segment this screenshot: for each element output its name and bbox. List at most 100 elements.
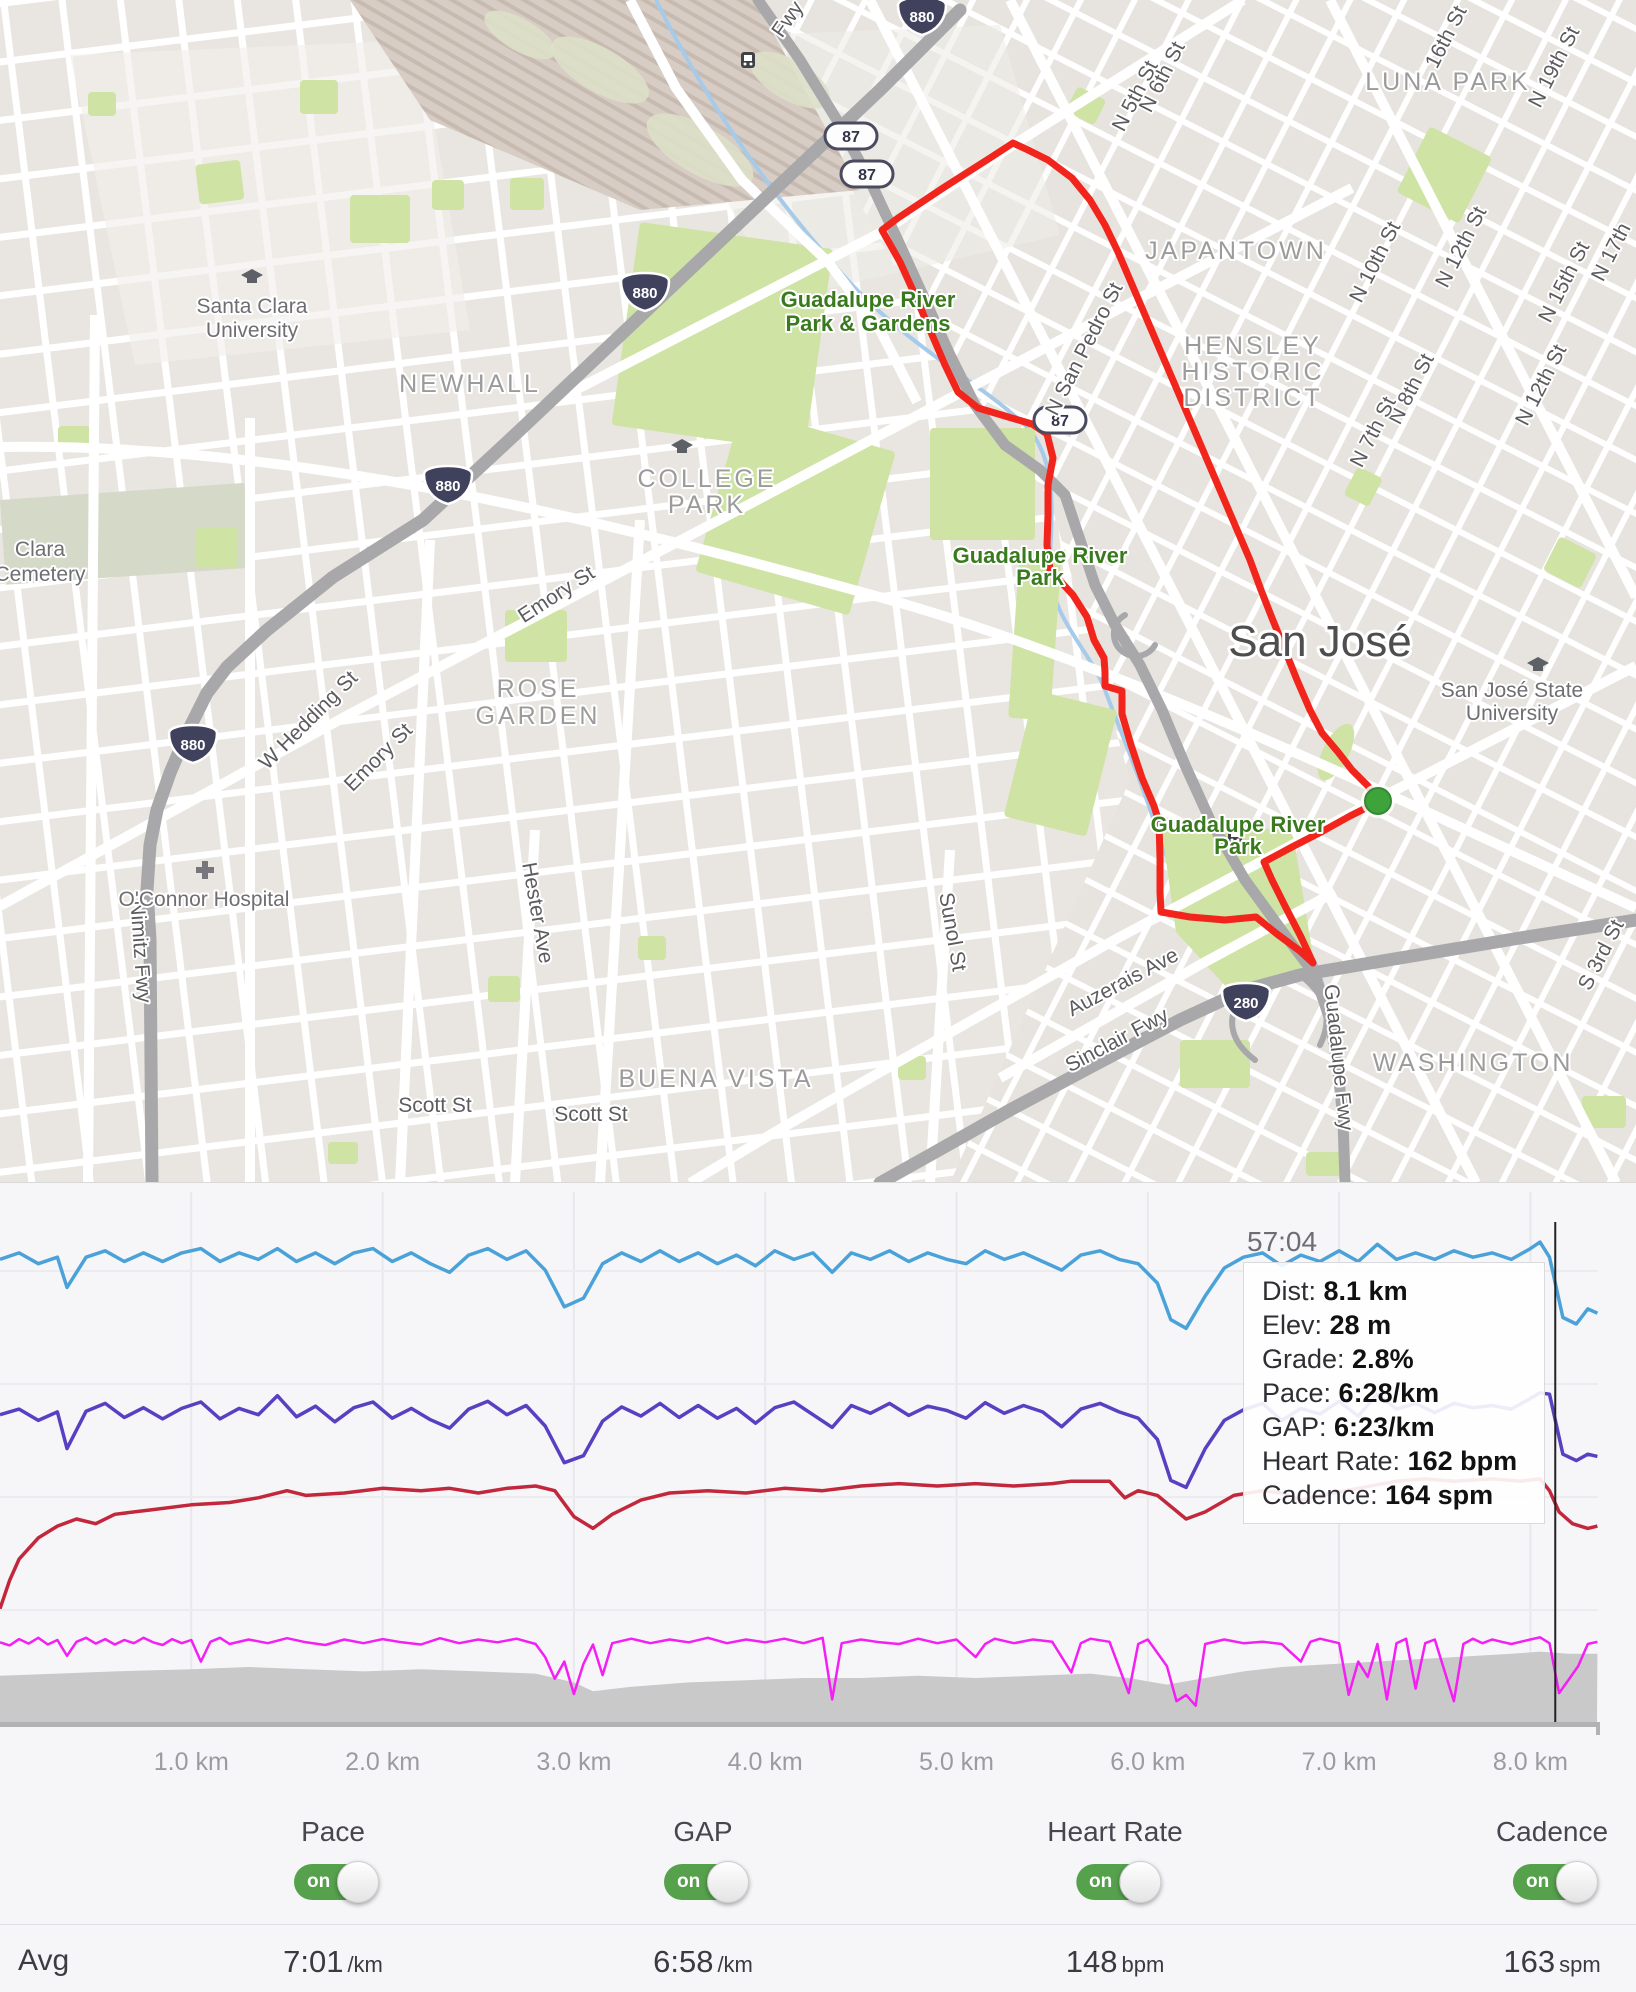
interstate-shield: 880 xyxy=(619,271,671,313)
elevation-area xyxy=(0,1651,1598,1722)
transit-icon xyxy=(1228,828,1242,844)
poi-label: University xyxy=(206,319,299,342)
major-road xyxy=(1325,0,1636,600)
street-label: Scott St xyxy=(398,1094,472,1117)
park-area xyxy=(1397,127,1491,223)
poi-label: O'Connor Hospital xyxy=(119,888,290,911)
state-route-shield: 87 xyxy=(823,121,879,151)
park-area xyxy=(196,528,238,568)
neighborhood-label: JAPANTOWN xyxy=(1145,237,1327,265)
i280-freeway xyxy=(873,913,1636,1183)
avg-value-pace: 7:01/km xyxy=(283,1944,383,1979)
park-label: Park xyxy=(1214,834,1262,859)
map-chart-divider xyxy=(0,1182,1636,1183)
svg-text:87: 87 xyxy=(1051,413,1069,430)
toggle-state-text: on xyxy=(677,1871,701,1892)
svg-text:880: 880 xyxy=(909,9,934,26)
neighborhood-label: ROSE xyxy=(497,675,580,703)
park-area xyxy=(1582,1096,1626,1128)
neighborhood-label: GARDEN xyxy=(476,702,601,730)
major-road xyxy=(595,519,645,1183)
park-area xyxy=(488,976,520,1002)
x-axis-tick-label: 6.0 km xyxy=(1110,1748,1185,1776)
state-route-shield: 87 xyxy=(839,159,895,189)
tooltip-row: Heart Rate: 162 bpm xyxy=(1262,1446,1518,1476)
neighborhood-label: JAPANTOWN xyxy=(1145,237,1327,265)
park-area xyxy=(432,180,464,210)
park-label: Guadalupe River xyxy=(781,287,956,312)
city-label: San José xyxy=(1228,617,1411,666)
neighborhood-label: DISTRICT xyxy=(1183,384,1322,412)
route-map[interactable]: 880 880 880 880 280 87 87 87 Fwy Fwy N 6th St N 6th… xyxy=(0,0,1636,1183)
neighborhood-label: HENSLEY xyxy=(1184,332,1322,360)
major-road xyxy=(1005,0,1621,1183)
state-route-shield: 87 xyxy=(1032,405,1088,435)
toggle-column-gap: GAP on xyxy=(664,1816,749,1905)
interstate-shield: 880 xyxy=(167,723,219,765)
x-axis xyxy=(0,1722,1600,1727)
major-road xyxy=(395,539,435,1183)
toggle-knob xyxy=(337,1861,379,1903)
toggle-gap[interactable]: on xyxy=(664,1861,749,1903)
campus-area xyxy=(70,40,470,365)
park-label: Guadalupe River xyxy=(1151,812,1326,837)
park-label: Park xyxy=(1016,565,1064,590)
toggle-state-text: on xyxy=(1526,1871,1550,1892)
graduation-cap-icon xyxy=(1527,657,1549,671)
hospital-cross-icon xyxy=(196,861,214,879)
park-label: Park & Gardens xyxy=(785,311,950,336)
major-road xyxy=(625,0,922,405)
series-line-cadence xyxy=(0,1240,1599,1331)
svg-text:880: 880 xyxy=(632,285,657,302)
major-road xyxy=(510,829,540,1183)
tooltip-row: Cadence: 164 spm xyxy=(1262,1480,1494,1510)
series-line-pace xyxy=(0,1636,1598,1707)
graduation-cap-icon xyxy=(241,269,263,283)
ramp xyxy=(1297,972,1330,1048)
graduation-cap-icon xyxy=(671,439,693,453)
tooltip-row: Grade: 2.8% xyxy=(1262,1344,1414,1374)
avg-label: Avg xyxy=(18,1944,70,1977)
major-road xyxy=(687,661,1636,1183)
toggle-pace[interactable]: on xyxy=(294,1861,379,1903)
toggle-label: Heart Rate xyxy=(1047,1816,1183,1847)
chart-tooltip: Dist: 8.1 km Elev: 28 m Grade: 2.8% Pace: 6… xyxy=(1243,1262,1545,1524)
park-area xyxy=(1008,548,1062,721)
park-area xyxy=(611,222,833,452)
park-area xyxy=(1344,467,1382,506)
neighborhood-label: HISTORIC xyxy=(1182,358,1325,386)
major-road xyxy=(0,441,1636,913)
tooltip-row: Elev: 28 m xyxy=(1262,1310,1392,1340)
toggle-heart-rate[interactable]: on xyxy=(1076,1861,1161,1903)
interstate-shield: 280 xyxy=(1220,981,1272,1023)
svg-text:880: 880 xyxy=(180,737,205,754)
neighborhood-label: BUENA VISTA xyxy=(618,1065,813,1093)
major-road xyxy=(865,0,1481,1183)
cursor-time-label: 57:04 xyxy=(1247,1226,1318,1257)
neighborhood-label: COLLEGE xyxy=(637,465,776,493)
neighborhood-label: COLLEGE xyxy=(637,465,776,493)
i880-freeway xyxy=(140,3,967,1183)
avg-row-divider xyxy=(0,1924,1636,1925)
railyard-green xyxy=(749,51,831,109)
major-road xyxy=(83,314,100,1183)
avg-value-cadence: 163 spm xyxy=(1503,1944,1601,1979)
toggle-column-cadence: Cadence on xyxy=(1496,1816,1608,1905)
neighborhood-label: GARDEN xyxy=(476,702,601,730)
x-axis-tick-label: 3.0 km xyxy=(536,1748,611,1776)
neighborhood-label: HISTORIC xyxy=(1182,358,1325,386)
park-area xyxy=(638,936,666,960)
x-axis-tick-label: 1.0 km xyxy=(154,1748,229,1776)
toggle-knob xyxy=(1556,1861,1598,1903)
x-axis-tick-label: 5.0 km xyxy=(919,1748,994,1776)
park-label: Park xyxy=(1214,834,1262,859)
toggle-cadence[interactable]: on xyxy=(1513,1861,1598,1903)
poi-label: University xyxy=(1466,702,1559,725)
x-axis-end-tick xyxy=(1596,1722,1600,1735)
poi-label: O'Connor Hospital xyxy=(119,888,290,911)
toggle-label: Cadence xyxy=(1495,1816,1609,1847)
neighborhood-label: LUNA PARK xyxy=(1365,68,1530,96)
poi-label: University xyxy=(1466,702,1559,725)
avg-value-heart-rate: 148 bpm xyxy=(1065,1944,1165,1979)
